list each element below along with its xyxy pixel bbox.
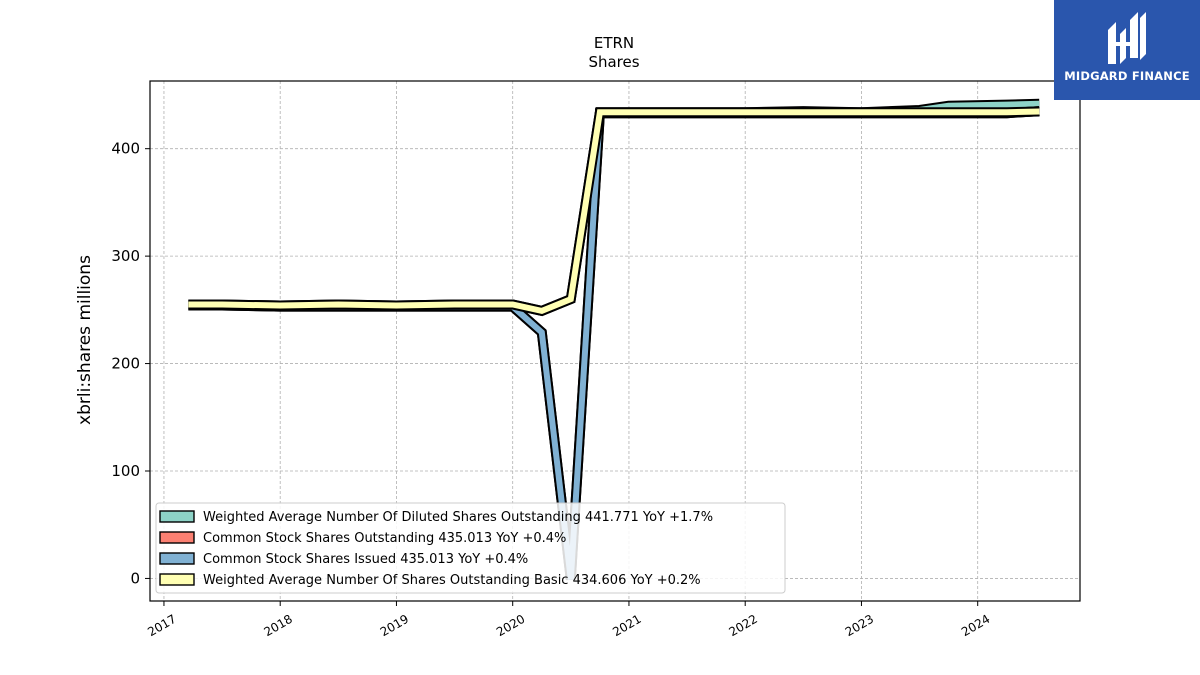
legend-swatch xyxy=(159,573,195,586)
chart-title: ETRN xyxy=(594,34,634,52)
x-tick-label: 2017 xyxy=(145,612,178,639)
series-line-outline-1 xyxy=(188,98,1040,317)
legend-label: Common Stock Shares Issued 435.013 YoY +… xyxy=(203,552,528,567)
x-tick-label: 2019 xyxy=(378,612,411,639)
y-tick-label: 400 xyxy=(111,140,140,158)
series-line-4 xyxy=(188,108,1040,315)
x-tick-label: 2020 xyxy=(494,612,527,639)
brand-mark-icon xyxy=(1108,12,1146,64)
series-layer xyxy=(188,98,1040,581)
legend-label: Common Stock Shares Outstanding 435.013 … xyxy=(203,531,566,546)
legend-swatch xyxy=(159,510,195,523)
chart-subtitle: Shares xyxy=(588,53,639,71)
y-axis-label: xbrli:shares millions xyxy=(75,255,95,425)
legend-label: Weighted Average Number Of Diluted Share… xyxy=(203,510,713,525)
x-tick-label: 2022 xyxy=(726,612,759,639)
y-tick-label: 200 xyxy=(111,355,140,373)
legend-label: Weighted Average Number Of Shares Outsta… xyxy=(203,573,701,588)
series-line-1 xyxy=(188,100,1040,315)
series-line-outline-4 xyxy=(188,106,1040,317)
y-tick-label: 100 xyxy=(111,462,140,480)
legend-box xyxy=(155,502,786,594)
legend-swatch xyxy=(159,531,195,544)
x-tick-label: 2021 xyxy=(610,612,643,639)
legend: Weighted Average Number Of Diluted Share… xyxy=(155,502,786,594)
legend-swatch xyxy=(159,552,195,565)
x-tick-label: 2023 xyxy=(843,612,876,639)
x-tick-label: 2024 xyxy=(959,612,992,639)
brand-name: MIDGARD FINANCE xyxy=(1064,69,1190,83)
brand-logo: MIDGARD FINANCE xyxy=(1054,0,1200,100)
y-tick-label: 0 xyxy=(130,569,140,587)
y-tick-label: 300 xyxy=(111,247,140,265)
plot-area-frame xyxy=(149,80,1081,602)
x-tick-label: 2018 xyxy=(261,612,294,639)
